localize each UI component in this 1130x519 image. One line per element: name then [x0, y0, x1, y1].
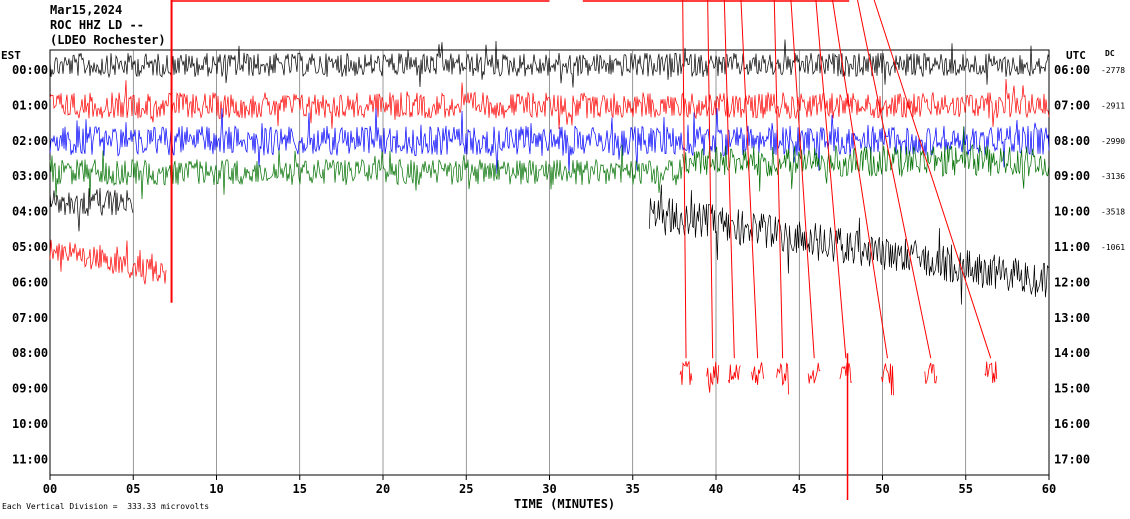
- red-burst: [984, 361, 998, 384]
- red-connector: [815, 0, 847, 359]
- utc-row-label: 08:00: [1054, 134, 1090, 148]
- red-connector: [832, 0, 888, 359]
- utc-row-label: 17:00: [1054, 452, 1090, 466]
- red-connector: [740, 0, 759, 359]
- utc-row-label: 06:00: [1054, 63, 1090, 77]
- trace-row-00: [49, 39, 1050, 88]
- station-title-line1: Mar15,2024: [50, 3, 123, 17]
- x-tick-label: 55: [959, 482, 973, 496]
- dc-offset-label: -3518: [1101, 208, 1125, 217]
- station-title-line2: ROC HHZ LD --: [50, 18, 144, 32]
- x-tick-label: 40: [709, 482, 723, 496]
- est-row-label: 10:00: [12, 417, 48, 431]
- trace-row-03b: [682, 126, 1050, 192]
- red-connector: [682, 0, 687, 359]
- red-connector: [790, 0, 815, 359]
- trace-row-05a: [49, 239, 167, 285]
- red-connector: [873, 0, 992, 359]
- x-tick-label: 10: [209, 482, 223, 496]
- trace-row-01: [49, 78, 1050, 130]
- est-row-label: 08:00: [12, 346, 48, 360]
- est-row-label: 02:00: [12, 134, 48, 148]
- utc-row-label: 10:00: [1054, 205, 1090, 219]
- dc-offset-label: -3136: [1101, 172, 1125, 181]
- trace-row-03a: [49, 144, 683, 200]
- red-burst: [727, 364, 741, 384]
- label-layer: 00 05 10 15 20 25 30 35 40 45 50 55 60 00:00 01:00 02:0…: [12, 63, 1125, 496]
- x-axis-title: TIME (MINUTES): [514, 497, 616, 511]
- x-tick-label: 50: [875, 482, 889, 496]
- est-row-label: 00:00: [12, 63, 48, 77]
- est-row-label: 01:00: [12, 98, 48, 112]
- x-tick-label: 35: [626, 482, 640, 496]
- x-tick-label: 05: [126, 482, 140, 496]
- red-connector: [857, 0, 932, 359]
- x-tick-label: 30: [542, 482, 556, 496]
- utc-row-label: 15:00: [1054, 382, 1090, 396]
- utc-row-label: 13:00: [1054, 311, 1090, 325]
- utc-axis-title: UTC: [1066, 49, 1086, 62]
- trace-row-04b: [649, 184, 1049, 305]
- station-title-line3: (LDEO Rochester): [50, 33, 166, 47]
- utc-row-label: 12:00: [1054, 275, 1090, 289]
- red-burst: [881, 363, 894, 396]
- x-tick-label: 25: [459, 482, 473, 496]
- x-tick-label: 15: [293, 482, 307, 496]
- red-burst: [751, 362, 764, 385]
- dc-axis-title: DC: [1105, 49, 1115, 58]
- red-connector: [707, 0, 714, 359]
- utc-row-label: 14:00: [1054, 346, 1090, 360]
- utc-row-label: 16:00: [1054, 417, 1090, 431]
- trace-row-04a: [49, 187, 134, 232]
- red-burst: [924, 362, 938, 384]
- scale-footnote: Each Vertical Division = 333.33 microvol…: [2, 502, 210, 511]
- trace-layer: [49, 0, 1050, 500]
- x-tick-label: 45: [792, 482, 806, 496]
- est-axis-title: EST: [1, 49, 21, 62]
- est-row-label: 07:00: [12, 311, 48, 325]
- est-row-label: 03:00: [12, 169, 48, 183]
- est-row-label: 05:00: [12, 240, 48, 254]
- x-tick-label: 60: [1042, 482, 1056, 496]
- dc-offset-label: -2778: [1101, 66, 1125, 75]
- grid-layer: [49, 49, 1050, 480]
- x-tick-label: 20: [376, 482, 390, 496]
- est-row-label: 06:00: [12, 275, 48, 289]
- red-burst: [839, 363, 853, 383]
- est-row-label: 09:00: [12, 382, 48, 396]
- red-connector: [723, 0, 735, 359]
- red-burst: [776, 362, 789, 395]
- red-burst: [807, 362, 821, 384]
- dc-offset-label: -1061: [1101, 243, 1125, 252]
- utc-row-label: 09:00: [1054, 169, 1090, 183]
- red-connector: [773, 0, 784, 359]
- red-burst: [706, 361, 720, 393]
- utc-row-label: 11:00: [1054, 240, 1090, 254]
- est-row-label: 11:00: [12, 452, 48, 466]
- red-burst: [679, 360, 693, 385]
- x-tick-label: 00: [43, 482, 57, 496]
- dc-offset-label: -2911: [1101, 101, 1125, 110]
- dc-offset-label: -2990: [1101, 137, 1125, 146]
- utc-row-label: 07:00: [1054, 98, 1090, 112]
- est-row-label: 04:00: [12, 205, 48, 219]
- trace-row-02: [49, 107, 1050, 174]
